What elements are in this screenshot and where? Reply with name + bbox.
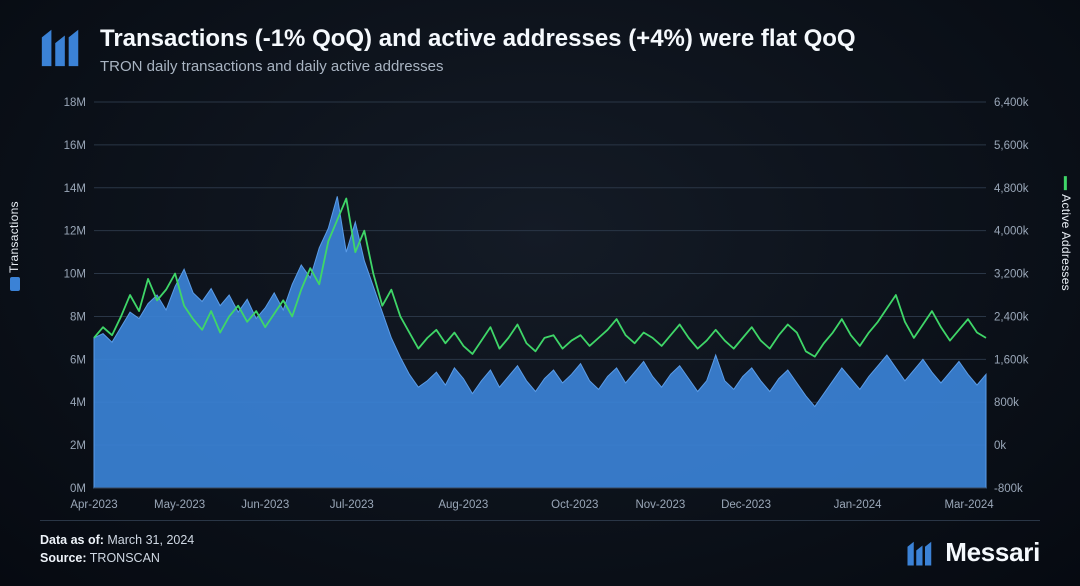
chart-title: Transactions (-1% QoQ) and active addres… (100, 24, 1040, 54)
chart-svg: 0M -800k 2M 0k 4M 800k 6M 1,600k 8M 2,400k 10M 3,20… (32, 96, 1048, 512)
svg-text:0k: 0k (994, 440, 1006, 452)
chart-subtitle: TRON daily transactions and daily active… (100, 58, 1040, 75)
svg-text:-800k: -800k (994, 483, 1023, 495)
svg-text:800k: 800k (994, 397, 1019, 409)
svg-text:8M: 8M (70, 311, 86, 323)
svg-text:14M: 14M (64, 183, 86, 195)
svg-text:Nov-2023: Nov-2023 (635, 499, 685, 511)
svg-text:4,000k: 4,000k (994, 226, 1029, 238)
svg-text:4M: 4M (70, 397, 86, 409)
svg-text:10M: 10M (64, 269, 86, 281)
source: Source: TRONSCAN (40, 549, 194, 568)
svg-text:Oct-2023: Oct-2023 (551, 499, 598, 511)
messari-logo-icon (38, 24, 84, 70)
header: Transactions (-1% QoQ) and active addres… (38, 24, 1040, 75)
svg-text:May-2023: May-2023 (154, 499, 205, 511)
svg-text:1,600k: 1,600k (994, 354, 1029, 366)
left-axis-label: Transactions (7, 201, 21, 291)
svg-text:Jun-2023: Jun-2023 (241, 499, 289, 511)
svg-text:Jul-2023: Jul-2023 (330, 499, 374, 511)
svg-text:4,800k: 4,800k (994, 183, 1029, 195)
data-as-of: Data as of: March 31, 2024 (40, 531, 194, 550)
svg-text:Dec-2023: Dec-2023 (721, 499, 771, 511)
brand-name: Messari (945, 537, 1040, 568)
footer: Data as of: March 31, 2024 Source: TRONS… (40, 520, 1040, 569)
svg-text:18M: 18M (64, 97, 86, 109)
svg-text:Apr-2023: Apr-2023 (70, 499, 117, 511)
svg-text:3,200k: 3,200k (994, 269, 1029, 281)
svg-text:6,400k: 6,400k (994, 97, 1029, 109)
svg-text:0M: 0M (70, 483, 86, 495)
svg-text:12M: 12M (64, 226, 86, 238)
svg-text:16M: 16M (64, 140, 86, 152)
svg-text:Jan-2024: Jan-2024 (834, 499, 883, 511)
chart-area: Transactions Active Addresses 0M-800k2M0… (32, 96, 1048, 512)
right-axis-label: Active Addresses (1059, 176, 1073, 291)
messari-footer-logo-icon (903, 538, 937, 568)
svg-text:6M: 6M (70, 354, 86, 366)
svg-text:2M: 2M (70, 440, 86, 452)
svg-text:5,600k: 5,600k (994, 140, 1029, 152)
svg-text:Aug-2023: Aug-2023 (438, 499, 488, 511)
svg-text:2,400k: 2,400k (994, 311, 1029, 323)
svg-text:Mar-2024: Mar-2024 (944, 499, 994, 511)
